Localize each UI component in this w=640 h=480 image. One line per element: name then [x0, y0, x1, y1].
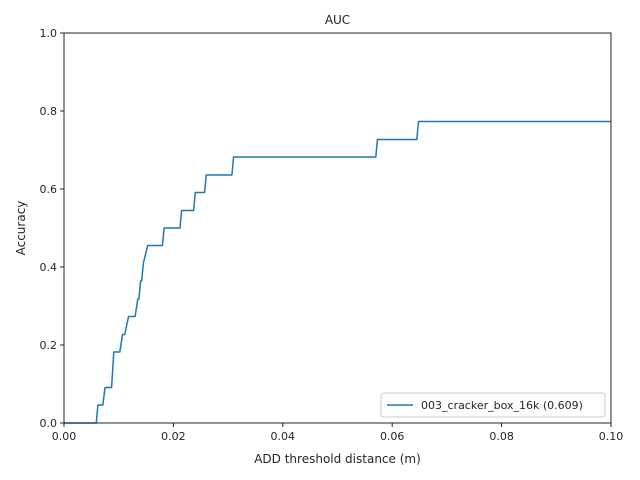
- chart-title: AUC: [325, 13, 350, 27]
- x-tick-label: 0.06: [380, 430, 405, 443]
- series-line-0: [64, 120, 611, 424]
- x-axis-label: ADD threshold distance (m): [254, 452, 421, 466]
- x-tick-label: 0.08: [489, 430, 514, 443]
- y-tick-label: 0.4: [40, 261, 58, 274]
- x-tick-label: 0.04: [271, 430, 296, 443]
- y-tick-label: 0.8: [40, 105, 58, 118]
- x-tick-label: 0.00: [52, 430, 77, 443]
- legend-entry: 003_cracker_box_16k (0.609): [421, 399, 583, 412]
- y-tick-label: 0.2: [40, 339, 58, 352]
- legend: 003_cracker_box_16k (0.609): [380, 392, 606, 418]
- x-tick-label: 0.10: [599, 430, 624, 443]
- x-tick-label: 0.02: [161, 430, 186, 443]
- legend-box: [380, 392, 606, 418]
- y-tick-label: 0.6: [40, 183, 58, 196]
- y-axis-label: Accuracy: [14, 201, 28, 256]
- y-tick-label: 1.0: [40, 27, 58, 40]
- y-tick-label: 0.0: [40, 417, 58, 430]
- plot-frame: [63, 32, 612, 424]
